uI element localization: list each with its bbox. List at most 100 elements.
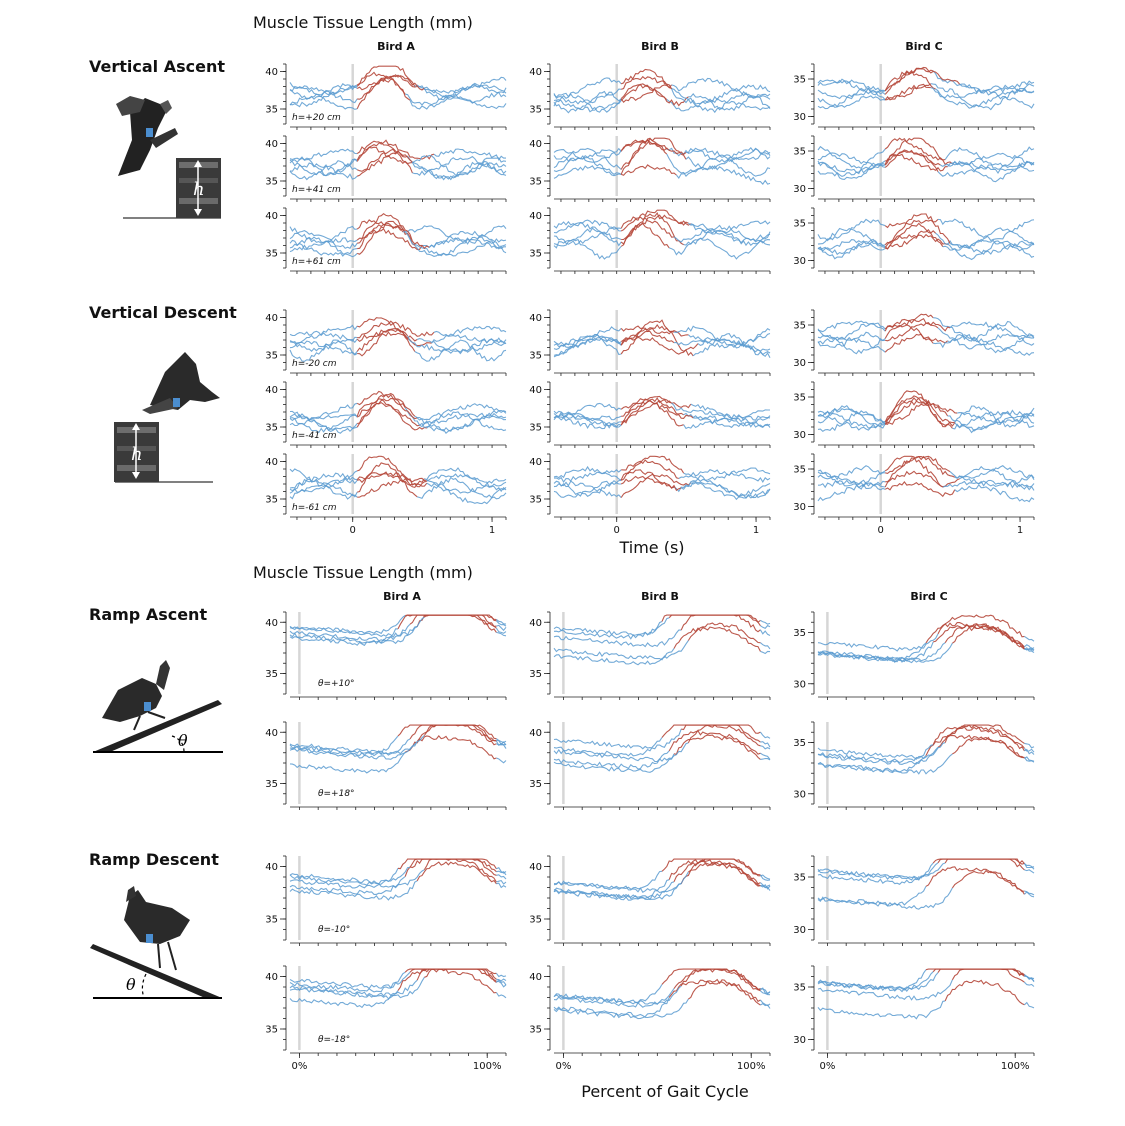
swing-trace [884, 401, 949, 425]
stance-trace [495, 972, 507, 978]
stance-trace [553, 337, 622, 350]
swing-trace [673, 860, 761, 887]
stance-trace [817, 145, 886, 170]
y-tick-label: 35 [529, 105, 542, 116]
stance-trace [553, 326, 622, 349]
stance-trace [289, 971, 411, 990]
stance-trace [817, 89, 886, 100]
stance-trace [289, 402, 358, 422]
stance-trace [553, 648, 675, 666]
y-tick-label: 30 [793, 430, 806, 441]
stance-trace [496, 757, 507, 764]
ramp-descent-illustration: θ [90, 886, 222, 999]
swing-trace [937, 614, 1025, 638]
y-tick-label: 35 [529, 915, 542, 926]
stance-trace [817, 415, 886, 431]
stance-trace [289, 615, 406, 635]
swing-trace [688, 978, 761, 1003]
y-tick-label: 40 [265, 139, 278, 150]
panel-time-r0-b0: 35 40 h=+20 cm [265, 63, 507, 130]
swing-trace [397, 968, 497, 994]
stance-trace [412, 160, 507, 181]
stance-trace [553, 480, 622, 498]
stance-trace [817, 335, 886, 355]
stance-trace [817, 78, 886, 93]
y-tick-label: 35 [529, 669, 542, 680]
stance-trace [817, 469, 886, 489]
stance-trace [947, 160, 1035, 183]
y-tick-label: 40 [529, 618, 542, 629]
stance-trace [817, 239, 886, 252]
stance-trace [289, 990, 399, 1009]
stance-trace [553, 147, 622, 170]
swing-trace [885, 321, 939, 342]
y-tick-label: 40 [265, 457, 278, 468]
swing-trace [944, 623, 1025, 648]
stance-trace [817, 410, 886, 429]
stance-trace [289, 868, 399, 889]
stance-trace [947, 239, 1035, 255]
stance-trace [553, 402, 622, 419]
stance-trace [495, 992, 507, 999]
swing-trace [885, 397, 956, 427]
y-tick-label: 35 [265, 779, 278, 790]
swing-trace [621, 459, 679, 480]
swing-trace [620, 216, 675, 238]
y-tick-label: 35 [793, 873, 806, 884]
y-tick-label: 35 [265, 249, 278, 260]
stance-trace [1024, 891, 1035, 898]
condition-value-label: h=+20 cm [292, 113, 341, 123]
stance-trace [404, 407, 507, 435]
y-tick-label: 35 [529, 249, 542, 260]
swing-trace [356, 74, 425, 91]
stance-trace [289, 977, 425, 1000]
panel-time-r2-b1: 35 40 [529, 207, 771, 274]
y-tick-label: 30 [793, 1035, 806, 1046]
swing-trace [884, 219, 939, 229]
theta-symbol-2: θ [126, 975, 136, 994]
stance-trace [760, 745, 771, 750]
stance-trace [553, 640, 689, 661]
y-tick-label: 35 [529, 351, 542, 362]
panel-time-r4-b1: 35 40 [529, 381, 771, 448]
stance-trace [817, 240, 886, 256]
stance-trace [759, 629, 771, 636]
panel-gait-r2-b2: 30 35 [793, 855, 1035, 946]
stance-trace [405, 225, 507, 245]
stance-trace [671, 402, 771, 421]
stance-trace [496, 874, 507, 880]
stance-trace [817, 218, 886, 242]
stance-trace [817, 79, 886, 96]
stance-trace [759, 874, 771, 881]
y-tick-label: 40 [529, 385, 542, 396]
vertical-descent-illustration: h [114, 352, 220, 483]
y-tick-label: 35 [529, 495, 542, 506]
swing-trace [884, 83, 932, 101]
swing-trace [357, 317, 432, 347]
stance-trace [289, 866, 411, 885]
stance-trace [817, 972, 939, 993]
swing-trace [424, 968, 497, 982]
panel-time-r1-b1: 35 40 [529, 135, 771, 202]
stance-trace [553, 870, 663, 891]
stance-trace [496, 631, 507, 637]
stance-trace [416, 403, 507, 421]
swing-trace [416, 968, 497, 983]
y-tick-label: 30 [793, 184, 806, 195]
stance-trace [817, 471, 886, 488]
y-tick-label: 35 [265, 351, 278, 362]
y-tick-label: 35 [793, 219, 806, 230]
stance-trace [289, 623, 411, 642]
stance-trace [817, 755, 927, 774]
y-tick-label: 40 [529, 211, 542, 222]
swing-trace [687, 724, 761, 747]
swing-trace [620, 138, 687, 156]
swing-trace [952, 736, 1025, 759]
x-tick-label: 0% [819, 1061, 835, 1072]
swing-trace [884, 149, 939, 172]
stance-trace [496, 979, 507, 986]
swing-trace [357, 74, 418, 100]
swing-trace [620, 455, 685, 481]
y-tick-label: 35 [529, 1025, 542, 1036]
swing-trace [357, 462, 418, 498]
